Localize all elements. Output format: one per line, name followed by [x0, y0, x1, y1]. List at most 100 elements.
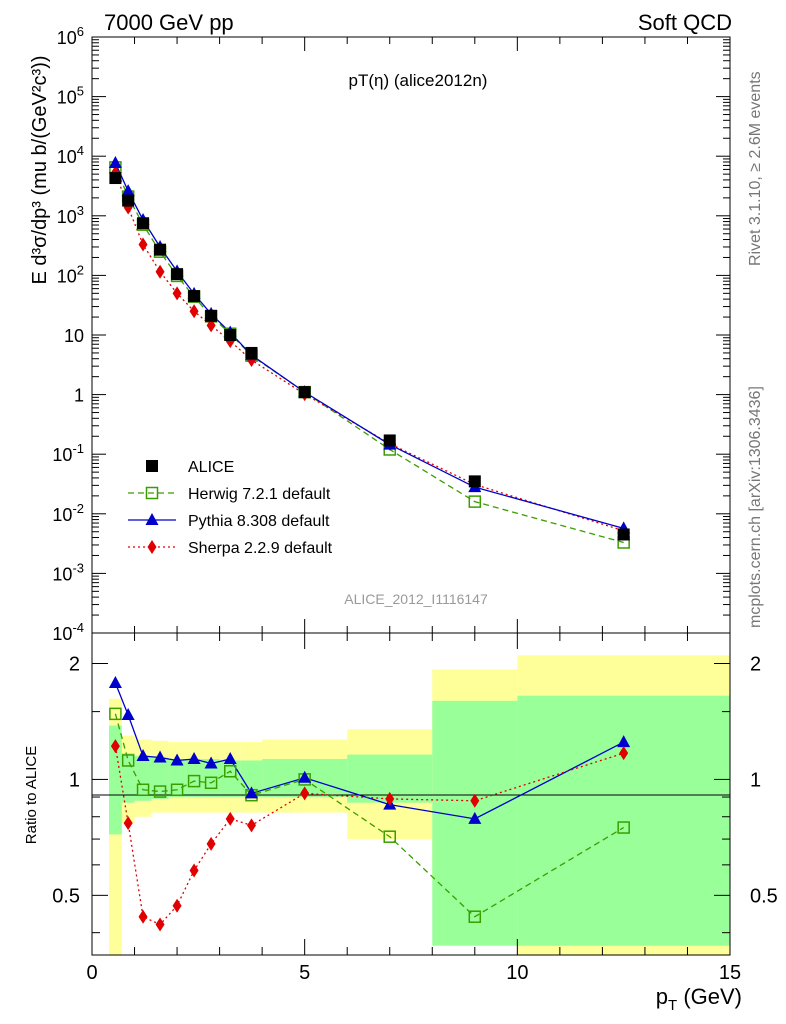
- sherpa-point: [155, 264, 165, 279]
- sherpa-line: [114, 172, 624, 532]
- main-panel: 10-4 10-3 10-2 10-1 1 10 102 103 104 105 106 pT(η)…: [29, 24, 731, 644]
- ratio-pythia-point: [298, 770, 312, 783]
- ratio-sherpa-point: [172, 898, 182, 913]
- y-tick-label: 105: [57, 84, 84, 108]
- alice-point: [205, 309, 218, 322]
- stat-uncertainty-band: [109, 725, 122, 835]
- ratio-herwig-point: [383, 830, 396, 843]
- y-tick-label: 1: [74, 386, 84, 406]
- y-tick-label: 10-3: [52, 560, 84, 584]
- header-right: Soft QCD: [638, 10, 732, 35]
- ratio-herwig-point: [223, 765, 237, 778]
- alice-point: [224, 329, 237, 341]
- uncertainty-bands: [109, 655, 730, 955]
- ratio-sherpa-point: [225, 811, 235, 826]
- ratio-herwig-point: [204, 776, 218, 790]
- sherpa-point: [172, 286, 182, 301]
- ratio-pythia-point: [187, 751, 201, 764]
- ratio-pythia-point: [468, 811, 482, 824]
- x-tick-label: 10: [506, 962, 528, 984]
- ratio-pythia-point: [204, 756, 218, 769]
- ratio-y-tick-label: 0.5: [52, 885, 80, 907]
- y-tick-label: 102: [57, 262, 84, 286]
- alice-point: [122, 194, 135, 207]
- alice-point: [245, 346, 258, 359]
- legend-label-herwig: Herwig 7.2.1 default: [188, 486, 331, 503]
- legend: ALICE Herwig 7.2.1 default Pythia 8.308 de…: [128, 459, 333, 557]
- ratio-pythia-point: [223, 751, 237, 764]
- ratio-pythia-point: [617, 735, 631, 748]
- legend-marker-herwig: [145, 486, 159, 500]
- main-y-ticks: 10-4 10-3 10-2 10-1 1 10 102 103 104 105 106: [52, 24, 731, 644]
- stat-uncertainty-band: [185, 758, 203, 798]
- sherpa-point: [189, 304, 199, 319]
- ratio-herwig-line: [114, 713, 625, 918]
- herwig-point: [468, 495, 482, 508]
- legend-label-pythia: Pythia 8.308 default: [188, 513, 330, 530]
- ratio-panel: 0 5 10 15 0.5 0.5 1 1 2 2 Ratio to ALICE pT (GeV): [23, 632, 778, 1014]
- ratio-pythia-point: [136, 749, 150, 762]
- ratio-pythia-point: [121, 707, 135, 720]
- alice-point: [109, 172, 122, 185]
- ratio-pythia-point: [170, 753, 184, 766]
- ratio-y-tick-label: 2: [69, 653, 80, 675]
- y-tick-label: 10-1: [52, 441, 84, 465]
- ratio-sherpa-point: [385, 791, 395, 806]
- ratio-sherpa-point: [206, 836, 216, 851]
- ratio-sherpa-point: [619, 746, 629, 761]
- ratio-herwig-point: [617, 821, 630, 834]
- ratio-ticks: 0 5 10 15 0.5 0.5 1 1 2 2: [52, 633, 778, 984]
- ratio-sherpa-point: [123, 816, 133, 831]
- y-tick-label: 10-4: [52, 620, 84, 644]
- ratio-y-tick-label-right: 0.5: [750, 885, 778, 907]
- ratio-herwig-point: [170, 783, 184, 797]
- ratio-sherpa-point: [189, 863, 199, 878]
- svg-text:pT (GeV): pT (GeV): [656, 984, 742, 1014]
- mcplots-label: mcplots.cern.ch [arXiv:1306.3436]: [747, 386, 764, 628]
- main-y-axis-label: E d³σ/dp³ (mu b/(GeV²c³)): [29, 55, 51, 284]
- rivet-label: Rivet 3.1.10, ≥ 2.6M events: [747, 71, 764, 266]
- ratio-sherpa-point: [155, 917, 165, 932]
- ratio-pythia-point: [245, 786, 258, 799]
- main-title: pT(η) (alice2012n): [349, 71, 488, 90]
- pythia-point: [108, 155, 122, 168]
- ratio-y-tick-label: 1: [69, 769, 80, 791]
- ratio-sherpa-point: [470, 793, 480, 808]
- ratio-herwig-point: [121, 754, 135, 767]
- header-left: 7000 GeV pp: [104, 10, 234, 35]
- legend-label-sherpa: Sherpa 2.2.9 default: [188, 540, 333, 557]
- ratio-pythia-point: [153, 750, 167, 763]
- stat-uncertainty-band: [517, 695, 730, 946]
- ratio-plot-marks: [108, 675, 631, 932]
- legend-marker-sherpa: [147, 540, 157, 554]
- stat-uncertainty-band: [240, 760, 263, 798]
- ratio-herwig-point: [153, 785, 167, 798]
- y-tick-label: 103: [57, 203, 84, 227]
- ratio-sherpa-point: [247, 818, 256, 833]
- ratio-herwig-point: [109, 707, 122, 721]
- legend-marker-pythia: [145, 513, 159, 525]
- x-tick-label: 5: [299, 962, 310, 984]
- ratio-y-axis-label: Ratio to ALICE: [23, 746, 40, 844]
- y-tick-label: 10-2: [52, 501, 84, 525]
- ratio-sherpa-point: [138, 909, 148, 924]
- alice-point: [171, 268, 184, 281]
- legend-marker-alice: [146, 460, 158, 472]
- ratio-pythia-point: [108, 675, 122, 688]
- pythia-point: [121, 184, 135, 197]
- x-tick-label: 0: [86, 962, 97, 984]
- ratio-herwig-point: [136, 783, 150, 797]
- alice-point: [298, 386, 311, 399]
- ratio-sherpa-point: [300, 786, 310, 801]
- ratio-y-tick-label-right: 1: [750, 769, 761, 791]
- ratio-herwig-point: [468, 910, 482, 923]
- svg-text:E d³σ/dp³ (mu b/(GeV²c³)): E d³σ/dp³ (mu b/(GeV²c³)): [29, 55, 51, 284]
- stat-uncertainty-band: [151, 757, 169, 799]
- alice-point: [617, 528, 630, 541]
- x-tick-label: 15: [719, 962, 741, 984]
- alice-point: [154, 243, 167, 256]
- legend-label-alice: ALICE: [188, 459, 234, 476]
- watermark: ALICE_2012_I1116147: [344, 591, 488, 607]
- alice-point: [188, 290, 201, 303]
